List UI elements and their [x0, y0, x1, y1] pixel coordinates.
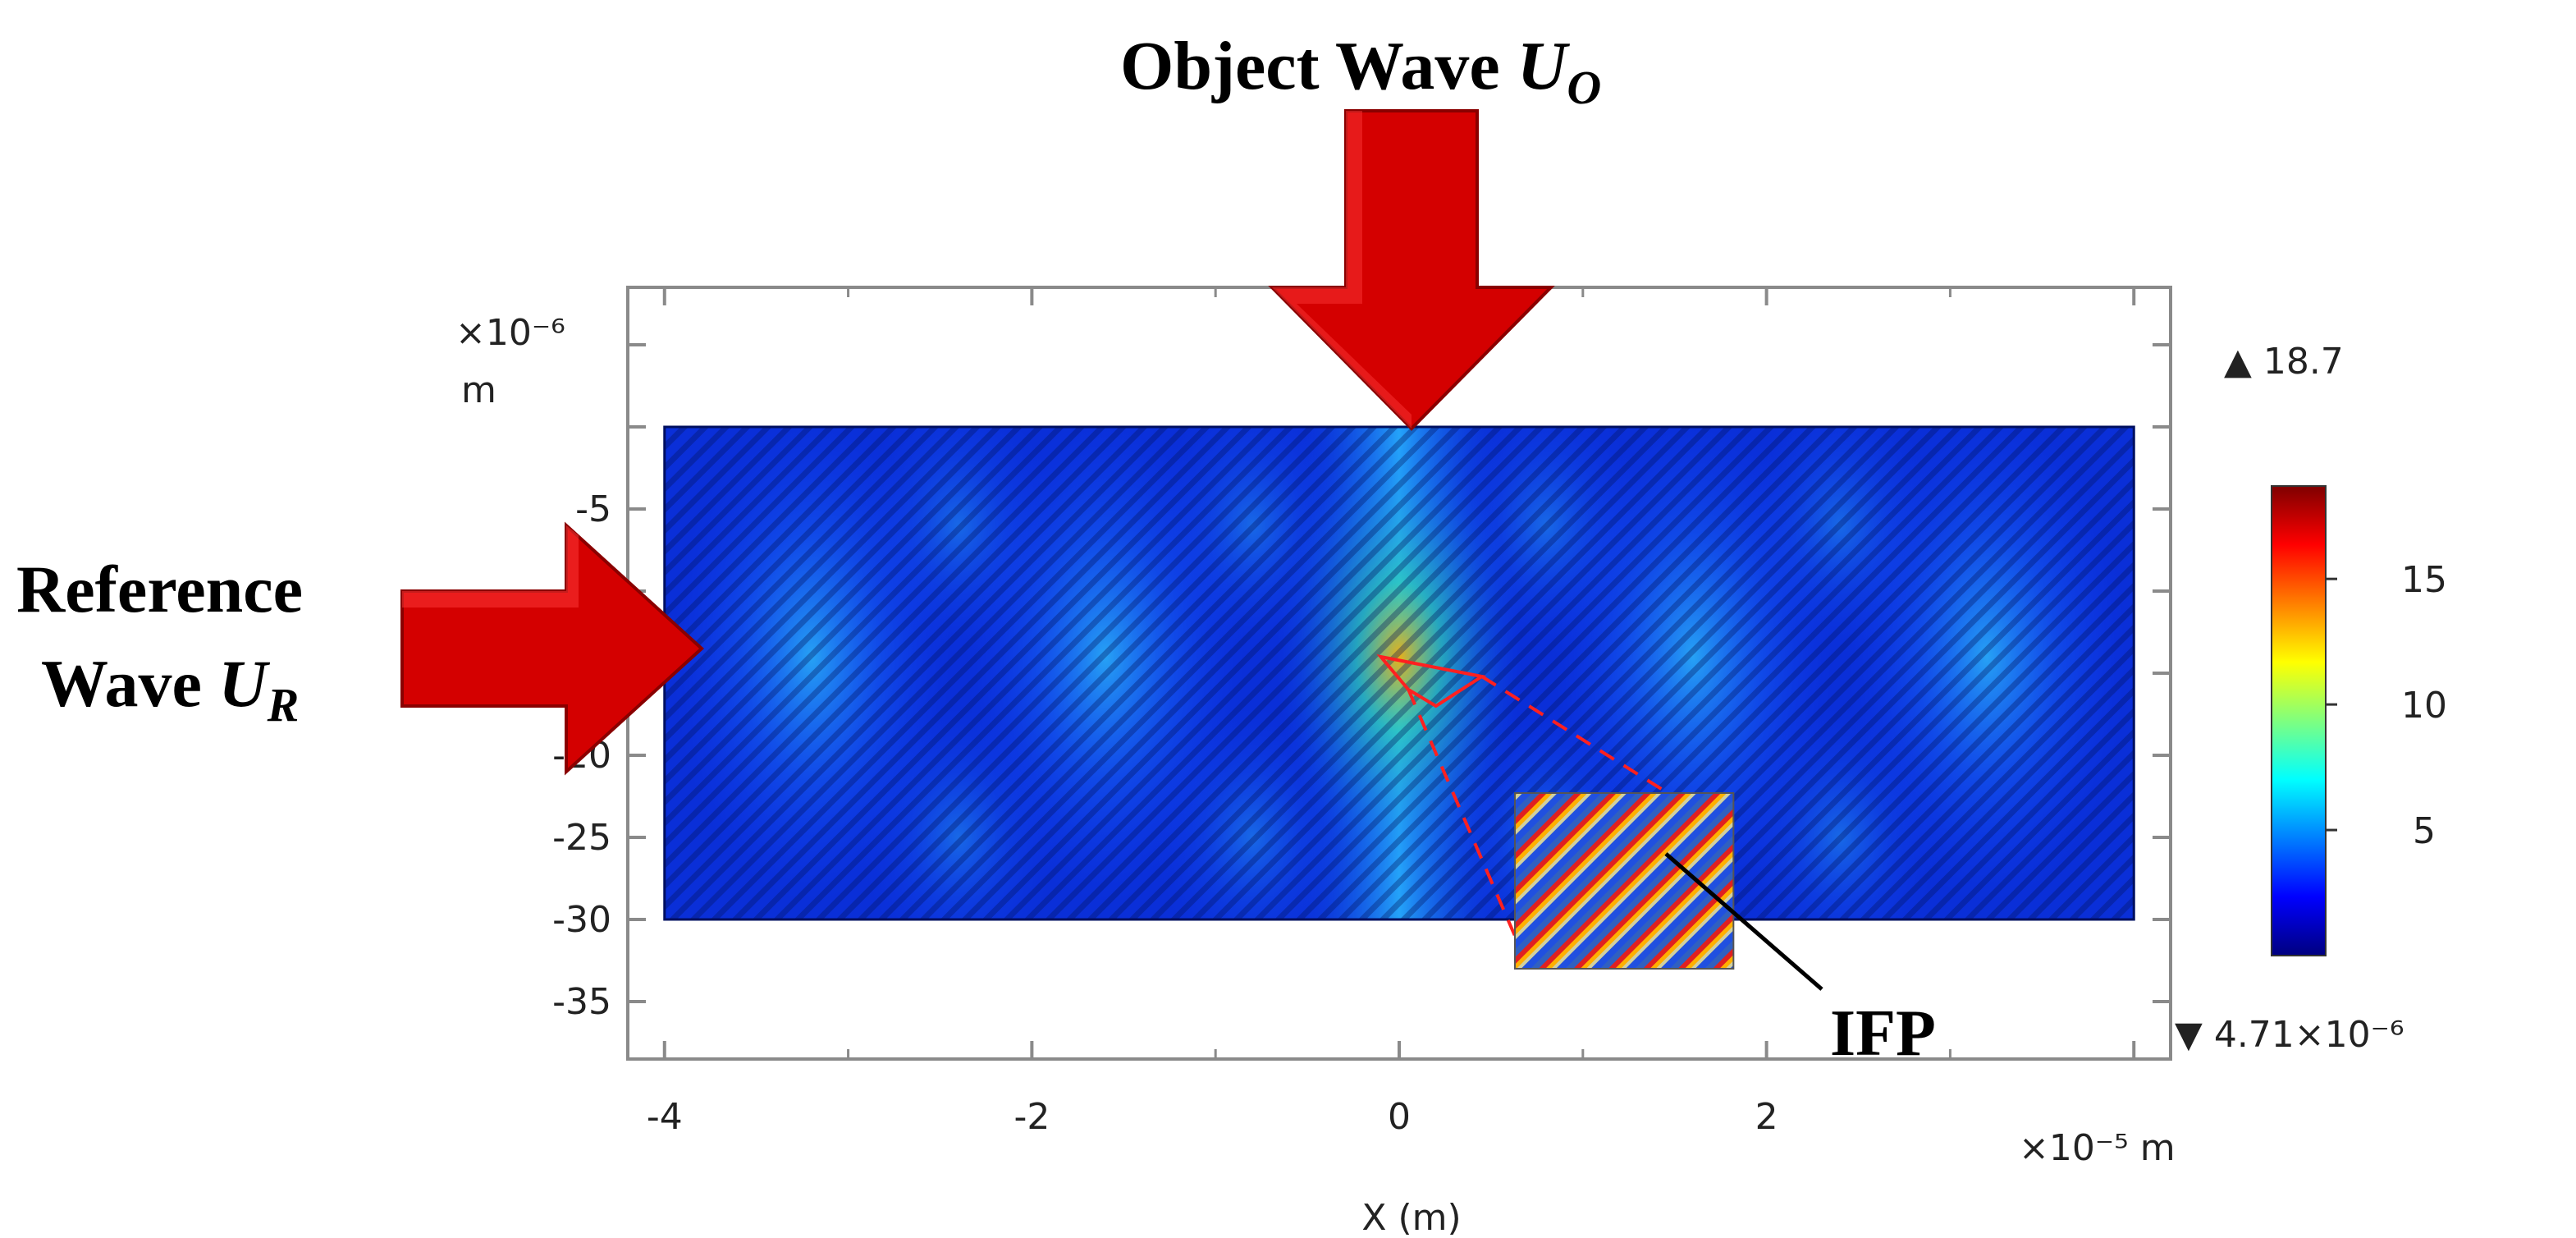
inset-dashed-links	[1376, 653, 1669, 937]
x-axis-ticks: -4 -2 0 2	[647, 287, 2136, 1138]
x-tick-label: -2	[1013, 1096, 1050, 1138]
colorbar-tick-label: 10	[2401, 685, 2447, 727]
x-scale-note: ×10⁻⁵ m	[2019, 1127, 2176, 1169]
colorbar-tick-label: 5	[2413, 810, 2436, 852]
colorbar-min-label: ▼ 4.71×10⁻⁶	[2175, 1014, 2404, 1056]
object-wave-arrow	[1268, 109, 1555, 431]
ifp-leader-line	[1664, 852, 1823, 991]
dashed-link-lower	[1407, 689, 1517, 937]
heatmap-domain	[664, 427, 2134, 919]
x-tick-label: 0	[1388, 1096, 1411, 1138]
colorbar-ticks: 5 10 15	[2326, 559, 2447, 852]
y-tick-label: -35	[552, 981, 611, 1023]
sample-region-marker	[1376, 653, 1486, 708]
y-tick-label: -30	[552, 899, 611, 941]
colorbar-max-label: ▲ 18.7	[2224, 341, 2344, 383]
colorbar-tick-label: 15	[2401, 559, 2447, 601]
dashed-link-upper	[1480, 675, 1669, 795]
object-wave-label: Object Wave UO	[1120, 28, 1601, 114]
colorbar	[2271, 485, 2327, 956]
ifp-inset-image	[1514, 792, 1735, 970]
y-tick-label: -5	[575, 488, 611, 530]
x-tick-label: 2	[1755, 1096, 1778, 1138]
x-axis-label: X (m)	[1361, 1197, 1461, 1238]
reference-wave-arrow-shade	[402, 525, 579, 608]
reference-wave-label-line2: Wave UR	[41, 646, 299, 731]
ifp-label: IFP	[1830, 997, 1936, 1070]
y-tick-label: -25	[552, 817, 611, 859]
y-scale-note-exponent: ×10⁻⁶	[455, 312, 565, 354]
y-scale-note-unit: m	[461, 369, 496, 411]
x-tick-label: -4	[647, 1096, 683, 1138]
reference-wave-label-line1: Reference	[16, 552, 303, 626]
